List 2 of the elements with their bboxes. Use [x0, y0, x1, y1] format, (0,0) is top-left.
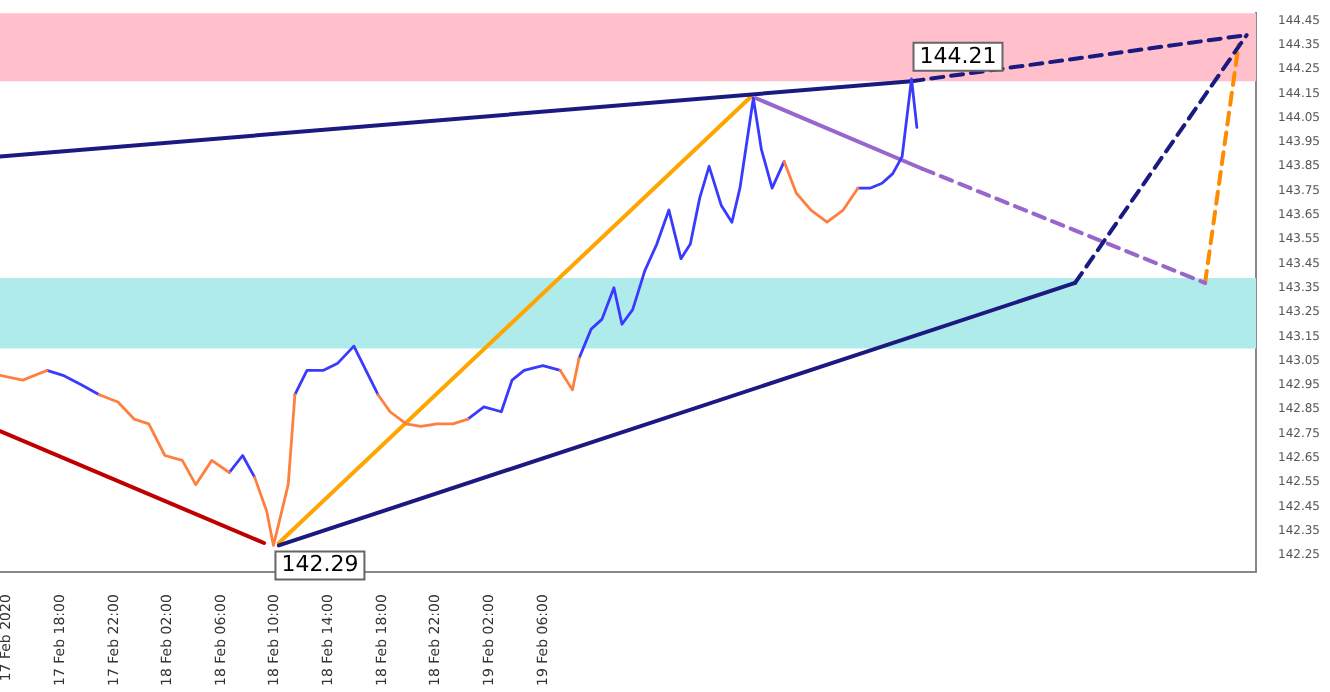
annotation: 142.29 — [281, 551, 359, 578]
annotation: 144.21 — [919, 42, 997, 69]
